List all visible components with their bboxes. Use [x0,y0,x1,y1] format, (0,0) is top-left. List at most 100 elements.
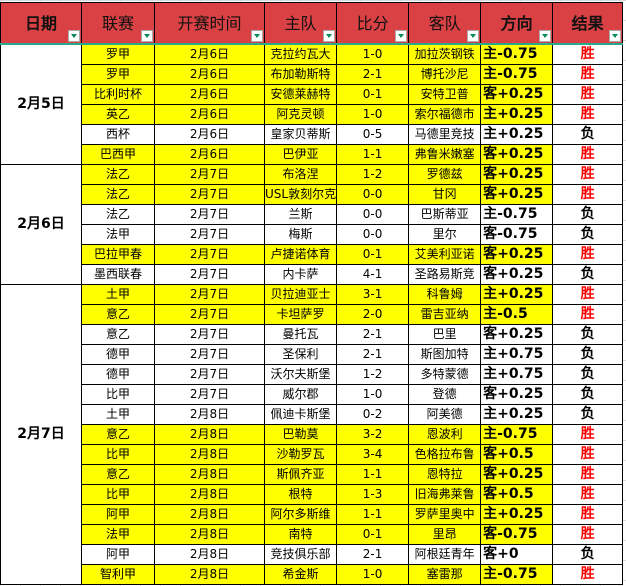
score-cell[interactable]: 3-2 [336,424,410,445]
result-cell[interactable]: 胜 [552,43,624,65]
away-team-cell[interactable]: 多特蒙德 [408,364,482,385]
kickoff-time-cell[interactable]: 2月8日 [154,404,265,425]
home-team-cell[interactable]: 竞技俱乐部 [263,544,338,565]
home-team-cell[interactable]: 布洛涅 [263,164,338,185]
home-team-cell[interactable]: 沃尔夫斯堡 [263,364,338,385]
header-date[interactable]: 日期 [0,2,82,45]
kickoff-time-cell[interactable]: 2月7日 [154,204,265,225]
result-cell[interactable]: 负 [552,224,624,245]
kickoff-time-cell[interactable]: 2月7日 [154,324,265,345]
kickoff-time-cell[interactable]: 2月7日 [154,304,265,325]
away-team-cell[interactable]: 塞雷那 [408,564,482,585]
kickoff-time-cell[interactable]: 2月6日 [154,104,265,125]
kickoff-time-cell[interactable]: 2月8日 [154,564,265,585]
home-team-cell[interactable]: 威尔郡 [263,384,338,405]
kickoff-time-cell[interactable]: 2月8日 [154,444,265,465]
home-team-cell[interactable]: 阿尔多斯维 [263,504,338,525]
home-team-cell[interactable]: 根特 [263,484,338,505]
result-cell[interactable]: 胜 [552,504,624,525]
league-cell[interactable]: 意乙 [81,424,155,445]
league-cell[interactable]: 法乙 [81,164,155,185]
date-cell[interactable]: 2月5日 [0,43,82,165]
away-team-cell[interactable]: 博托沙尼 [408,64,482,85]
league-cell[interactable]: 巴西甲 [81,144,155,165]
home-team-cell[interactable]: 沙勒罗瓦 [263,444,338,465]
result-cell[interactable]: 负 [552,344,624,365]
home-team-cell[interactable]: 贝拉迪亚士 [263,284,338,305]
result-cell[interactable]: 胜 [552,424,624,445]
away-team-cell[interactable]: 色格拉布鲁 [408,444,482,465]
score-cell[interactable]: 1-0 [336,104,410,125]
away-team-cell[interactable]: 登德 [408,384,482,405]
league-cell[interactable]: 德甲 [81,344,155,365]
direction-cell[interactable]: 客+0 [480,544,554,565]
home-team-cell[interactable]: 梅斯 [263,224,338,245]
direction-cell[interactable]: 主+0.75 [480,344,554,365]
away-team-cell[interactable]: 斯图加特 [408,344,482,365]
league-cell[interactable]: 法甲 [81,524,155,545]
kickoff-time-cell[interactable]: 2月7日 [154,344,265,365]
score-cell[interactable]: 1-3 [336,484,410,505]
score-cell[interactable]: 3-1 [336,284,410,305]
league-cell[interactable]: 意乙 [81,324,155,345]
home-team-cell[interactable]: 内卡萨 [263,264,338,285]
league-cell[interactable]: 巴拉甲春 [81,244,155,265]
score-cell[interactable]: 2-1 [336,344,410,365]
away-team-cell[interactable]: 旧海弗莱鲁 [408,484,482,505]
kickoff-time-cell[interactable]: 2月7日 [154,224,265,245]
direction-cell[interactable]: 客+0.25 [480,164,554,185]
result-cell[interactable]: 胜 [552,64,624,85]
score-cell[interactable]: 1-1 [336,464,410,485]
league-cell[interactable]: 阿甲 [81,544,155,565]
result-cell[interactable]: 胜 [552,244,624,265]
result-cell[interactable]: 负 [552,264,624,285]
away-team-cell[interactable]: 科鲁姆 [408,284,482,305]
league-cell[interactable]: 英乙 [81,104,155,125]
score-cell[interactable]: 0-2 [336,404,410,425]
score-cell[interactable]: 0-0 [336,184,410,205]
score-cell[interactable]: 0-0 [336,224,410,245]
header-result[interactable]: 结果 [552,2,624,45]
score-cell[interactable]: 2-0 [336,304,410,325]
score-cell[interactable]: 0-1 [336,524,410,545]
result-cell[interactable]: 负 [552,404,624,425]
away-team-cell[interactable]: 巴斯蒂亚 [408,204,482,225]
result-cell[interactable]: 胜 [552,464,624,485]
direction-cell[interactable]: 客+0.5 [480,484,554,505]
away-team-cell[interactable]: 巴里 [408,324,482,345]
home-team-cell[interactable]: 曼托瓦 [263,324,338,345]
away-team-cell[interactable]: 甘冈 [408,184,482,205]
home-team-cell[interactable]: 南特 [263,524,338,545]
score-cell[interactable]: 0-0 [336,204,410,225]
result-cell[interactable]: 负 [552,204,624,225]
away-team-cell[interactable]: 安特卫普 [408,84,482,105]
league-cell[interactable]: 土甲 [81,404,155,425]
kickoff-time-cell[interactable]: 2月7日 [154,364,265,385]
league-cell[interactable]: 意乙 [81,304,155,325]
filter-dropdown-icon[interactable] [68,30,80,42]
home-team-cell[interactable]: 佩迪卡斯堡 [263,404,338,425]
result-cell[interactable]: 胜 [552,184,624,205]
result-cell[interactable]: 胜 [552,284,624,305]
result-cell[interactable]: 负 [552,364,624,385]
score-cell[interactable]: 0-1 [336,244,410,265]
direction-cell[interactable]: 主+0.75 [480,364,554,385]
home-team-cell[interactable]: 卡坦萨罗 [263,304,338,325]
home-team-cell[interactable]: 兰斯 [263,204,338,225]
home-team-cell[interactable]: 巴伊亚 [263,144,338,165]
away-team-cell[interactable]: 里昂 [408,524,482,545]
filter-dropdown-icon[interactable] [467,30,480,42]
direction-cell[interactable]: 主+0.25 [480,124,554,145]
header-time[interactable]: 开赛时间 [154,2,265,45]
direction-cell[interactable]: 客-0.75 [480,524,554,545]
direction-cell[interactable]: 客+0.5 [480,444,554,465]
home-team-cell[interactable]: USL敦刻尔克 [263,184,338,205]
score-cell[interactable]: 1-2 [336,164,410,185]
kickoff-time-cell[interactable]: 2月8日 [154,524,265,545]
filter-dropdown-icon[interactable] [539,30,552,42]
league-cell[interactable]: 土甲 [81,284,155,305]
score-cell[interactable]: 1-0 [336,43,410,65]
league-cell[interactable]: 法甲 [81,224,155,245]
header-score[interactable]: 比分 [336,2,410,45]
league-cell[interactable]: 法乙 [81,204,155,225]
